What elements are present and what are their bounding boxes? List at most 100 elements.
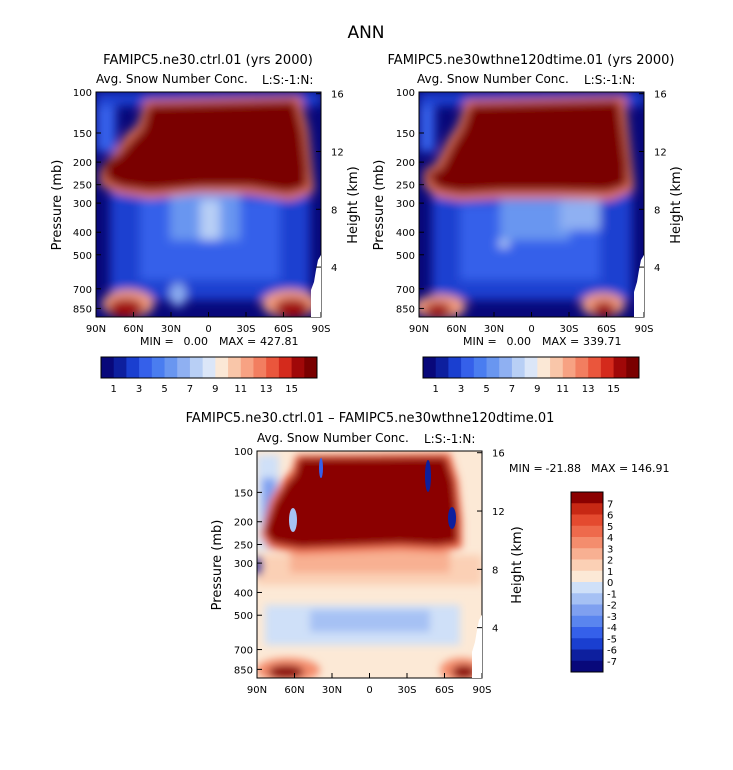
panel-ctrl-ytick-label-6: 500 <box>73 251 92 262</box>
panel-diff-max-label: MAX = <box>591 462 628 475</box>
panel-exp-colorbar-box-13 <box>588 357 602 378</box>
panel-ctrl-ytick-label-7: 700 <box>73 285 92 296</box>
panel-exp-colorbar-box-9 <box>537 357 551 378</box>
panel-exp-colorbar-label-7: 15 <box>607 384 620 395</box>
panel-ctrl-xtick-label-6: 90S <box>311 324 330 335</box>
panel-diff-ytick-right-label-2: 8 <box>492 565 498 576</box>
panel-diff-colorbar-label-5: 2 <box>607 556 613 567</box>
panel-diff-colorbar-box-1 <box>571 503 603 515</box>
panel-diff-colorbar-label-13: -6 <box>607 646 617 657</box>
panel-exp-min-value: 0.00 <box>507 335 532 348</box>
panel-diff-colorbar-box-12 <box>571 627 603 639</box>
panel-exp-ytick-right-label-0: 16 <box>654 90 667 101</box>
panel-ctrl-ytick-label-2: 200 <box>73 158 92 169</box>
panel-ctrl-title: FAMIPC5.ne30.ctrl.01 (yrs 2000) <box>103 53 313 68</box>
panel-diff-ytick-label-2: 200 <box>234 518 253 529</box>
panel-ctrl: FAMIPC5.ne30.ctrl.01 (yrs 2000) Avg. Sno… <box>50 53 361 395</box>
panel-exp-colorbar-label-2: 5 <box>483 384 489 395</box>
panel-diff-ytick-label-1: 150 <box>234 488 253 499</box>
panel-diff-xtick-label-4: 30S <box>397 685 416 696</box>
panel-exp-ytick-label-7: 700 <box>396 285 415 296</box>
panel-ctrl-colorbar-box-8 <box>202 357 216 378</box>
panel-exp-ytick-right-label-1: 12 <box>654 148 667 159</box>
panel-diff-colorbar-box-2 <box>571 514 603 527</box>
panel-ctrl-colorbar-box-6 <box>177 357 191 378</box>
panel-diff-colorbar-label-10: -3 <box>607 612 617 623</box>
panel-diff-colorbar-label-1: 6 <box>607 511 613 522</box>
panel-exp-xtick-label-6: 90S <box>634 324 653 335</box>
panel-diff-ytick-label-7: 700 <box>234 646 253 657</box>
panel-exp-colorbar-box-3 <box>461 357 475 378</box>
panel-exp-topo-mask <box>634 255 644 317</box>
panel-diff-title: FAMIPC5.ne30.ctrl.01 – FAMIPC5.ne30wthne… <box>186 411 555 426</box>
panel-ctrl-max-label: MAX = <box>219 335 256 348</box>
panel-ctrl-colorbar-box-12 <box>253 357 267 378</box>
panel-exp-xtick-label-4: 30S <box>559 324 578 335</box>
panel-ctrl-colorbar-box-13 <box>266 357 280 378</box>
panel-diff-max-value: 146.91 <box>631 462 670 475</box>
panel-ctrl-ytick-label-4: 300 <box>73 199 92 210</box>
panel-diff-xtick-label-6: 90S <box>472 685 491 696</box>
panel-exp-ylabel: Pressure (mb) <box>372 160 387 251</box>
panel-exp-min-label: MIN = <box>463 335 497 348</box>
panel-exp-colorbar-label-5: 11 <box>556 384 569 395</box>
panel-diff-colorbar-box-11 <box>571 615 603 628</box>
panel-exp-ytick-label-4: 300 <box>396 199 415 210</box>
panel-diff-ytick-label-5: 400 <box>234 588 253 599</box>
panel-exp-colorbar-box-15 <box>613 357 627 378</box>
panel-ctrl-min-value: 0.00 <box>184 335 209 348</box>
page-title: ANN <box>347 23 384 43</box>
panel-exp-colorbar-label-3: 7 <box>509 384 515 395</box>
panel-exp-colorbar-frame <box>422 356 640 379</box>
panel-ctrl-subtitle: Avg. Snow Number Conc. <box>96 72 248 86</box>
panel-diff-colorbar-label-14: -7 <box>607 657 617 668</box>
panel-exp-ytick-label-0: 100 <box>396 88 415 99</box>
panel-exp-colorbar-box-8 <box>524 357 538 378</box>
panel-ctrl-ytick-right-label-3: 4 <box>331 263 337 274</box>
panel-diff-colorbar-box-0 <box>571 492 603 504</box>
panel-diff-colorbar-label-6: 1 <box>607 567 613 578</box>
panel-exp: FAMIPC5.ne30wthne120dtime.01 (yrs 2000) … <box>372 53 684 395</box>
panel-ctrl-colorbar-box-1 <box>113 357 127 378</box>
panel-exp-colorbar-box-7 <box>511 357 526 378</box>
panel-ctrl-field <box>96 92 321 317</box>
panel-exp-xtick-label-2: 30N <box>484 324 504 335</box>
panel-ctrl-colorbar-box-4 <box>151 357 166 378</box>
panel-exp-colorbar-label-6: 13 <box>582 384 595 395</box>
panel-diff-topo-mask <box>472 615 482 678</box>
panel-diff-colorbar-frame <box>570 491 604 673</box>
panel-diff-xtick-label-5: 60S <box>435 685 454 696</box>
panel-diff-right-label: L:S:-1:N: <box>424 432 475 446</box>
panel-ctrl-colorbar-label-2: 5 <box>161 384 167 395</box>
panel-ctrl-ytick-label-5: 400 <box>73 228 92 239</box>
panel-diff-ytick-label-3: 250 <box>234 540 253 551</box>
panel-ctrl-ytick-label-0: 100 <box>73 88 92 99</box>
panel-ctrl-xtick-label-2: 30N <box>161 324 181 335</box>
panel-ctrl-colorbar-box-3 <box>139 357 153 378</box>
panel-diff-colorbar-label-3: 4 <box>607 533 613 544</box>
panel-exp-max-value: 339.71 <box>583 335 622 348</box>
panel-diff-colorbar-box-14 <box>571 649 603 662</box>
panel-diff-xtick-label-0: 90N <box>247 685 267 696</box>
panel-diff-colorbar-box-4 <box>571 537 603 549</box>
panel-diff-xtick-label-1: 60N <box>284 685 304 696</box>
panel-diff-ytick-right-label-1: 12 <box>492 507 505 518</box>
panel-diff-colorbar-label-8: -1 <box>607 589 617 600</box>
panel-ctrl-colorbar-box-5 <box>164 357 178 378</box>
panel-exp-colorbar-box-0 <box>423 357 437 378</box>
panel-exp-field <box>419 92 644 317</box>
panel-ctrl-colorbar-box-2 <box>126 357 140 378</box>
panel-ctrl-ytick-label-3: 250 <box>73 181 92 192</box>
panel-ctrl-xtick-label-4: 30S <box>236 324 255 335</box>
panel-diff-colorbar-box-6 <box>571 559 603 572</box>
panel-exp-ytick-label-3: 250 <box>396 181 415 192</box>
panel-diff-ytick-right-label-0: 16 <box>492 449 505 460</box>
panel-ctrl-max-value: 427.81 <box>260 335 299 348</box>
panel-exp-ytick-label-8: 850 <box>396 304 415 315</box>
panel-ctrl-colorbar-label-4: 9 <box>212 384 218 395</box>
panel-ctrl-right-label: L:S:-1:N: <box>262 73 313 87</box>
panel-diff-colorbar-label-12: -5 <box>607 634 617 645</box>
panel-diff-colorbar-box-7 <box>571 570 603 583</box>
panel-ctrl-colorbar-label-0: 1 <box>111 384 117 395</box>
